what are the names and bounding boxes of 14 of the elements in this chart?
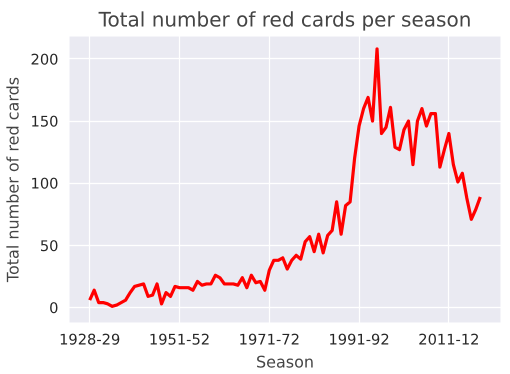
y-tick-label: 0 (49, 300, 59, 318)
line-series (88, 47, 482, 308)
chart-title: Total number of red cards per season (98, 8, 472, 32)
y-tick-label: 200 (30, 51, 59, 68)
y-axis-title: Total number of red cards (4, 76, 23, 284)
y-tick-label: 100 (30, 176, 59, 193)
x-tick-label: 1971-72 (238, 332, 300, 348)
y-tick-label: 50 (40, 238, 59, 255)
x-tick-label: 2011-12 (418, 332, 480, 348)
x-tick-label: 1928-29 (59, 332, 120, 348)
y-tick-label: 150 (30, 114, 59, 131)
x-tick-label: 1991-92 (328, 332, 390, 348)
x-axis-title: Season (256, 352, 314, 372)
x-tick-label: 1951-52 (148, 332, 210, 348)
